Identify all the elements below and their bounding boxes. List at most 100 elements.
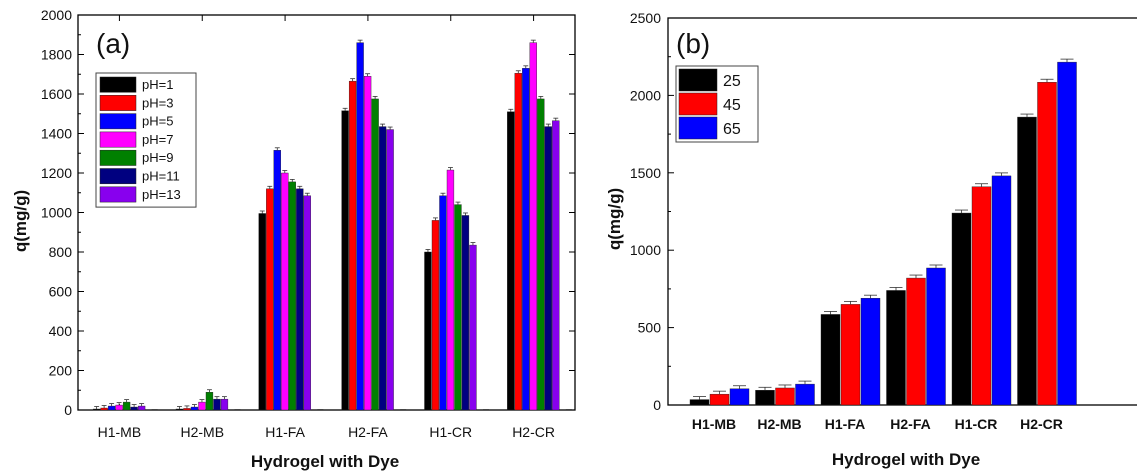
bar-pH=9-H2-MB [205, 392, 214, 411]
bar-pH=1-H2-FA [341, 110, 349, 411]
x-tick-label-a: H2-FA [348, 424, 388, 440]
legend-label-pH=7: pH=7 [142, 132, 173, 147]
bar-pH=11-H2-MB [213, 398, 221, 411]
x-tick-label-a: H1-MB [98, 424, 142, 440]
bar-pH=11-H1-FA [296, 188, 304, 411]
legend-label-pH=11: pH=11 [142, 169, 180, 184]
bar-pH=11-H2-CR [544, 126, 552, 411]
x-tick-label-b: H1-MB [692, 416, 736, 432]
bar-pH=7-H2-MB [198, 401, 206, 411]
bar-pH=11-H1-MB [130, 406, 138, 411]
bar-pH=1-H1-FA [258, 213, 266, 411]
panel-a-chart: 0 200 400 600 800 1000 1200 1400 1600 1800 2000 H1-… [41, 7, 576, 440]
y-tick-label-b: 2000 [630, 87, 661, 103]
panel-b-xlabel: Hydrogel with Dye [832, 450, 980, 469]
y-tick-label-a: 1600 [41, 86, 72, 102]
bar-pH=1-H1-CR [424, 251, 432, 411]
bar-pH=9-H1-FA [288, 181, 296, 411]
y-tick-label-a: 1000 [41, 205, 72, 221]
bar-pH=3-H2-MB [183, 408, 191, 411]
bar-pH=9-H2-FA [371, 98, 379, 411]
bar-pH=11-H1-CR [461, 215, 470, 411]
panel-a-xlabel: Hydrogel with Dye [251, 452, 399, 471]
bar-pH=7-H1-CR [446, 169, 455, 411]
y-tick-label-a: 400 [49, 323, 73, 339]
bar-pH=5-H2-MB [190, 406, 199, 411]
legend-swatch-25 [678, 68, 718, 92]
x-tick-label-b: H2-MB [757, 416, 801, 432]
legend-swatch-pH=5 [99, 113, 137, 130]
trailing-mark-a [400, 409, 407, 410]
legend-label-pH=13: pH=13 [142, 187, 181, 202]
bar-pH=1-H1-MB [92, 408, 101, 411]
y-tick-label-b: 500 [638, 320, 662, 336]
bar-pH=13-H2-CR [552, 120, 560, 411]
bar-pH=5-H1-FA [273, 150, 281, 411]
bar-45-H2-CR [1037, 82, 1057, 406]
bar-pH=11-H2-FA [378, 126, 387, 411]
bar-pH=1-H2-MB [175, 408, 184, 411]
bar-pH=13-H2-FA [386, 129, 394, 411]
y-tick-label-a: 0 [64, 402, 72, 418]
bar-pH=7-H1-MB [115, 404, 123, 411]
panel-a-label: (a) [96, 28, 130, 59]
y-tick-label-a: 1400 [41, 126, 72, 142]
y-tick-label-a: 1200 [41, 165, 72, 181]
bar-45-H1-CR [971, 186, 992, 406]
x-tick-label-a: H1-FA [265, 424, 305, 440]
legend-swatch-pH=11 [99, 168, 137, 185]
bar-25-H1-FA [820, 314, 841, 406]
bar-pH=5-H1-MB [107, 405, 116, 411]
y-tick-label-b: 1500 [630, 165, 661, 181]
trailing-mark-a [483, 409, 489, 410]
legend-label-45: 45 [723, 97, 741, 114]
x-tick-label-a: H2-CR [512, 424, 555, 440]
legend-swatch-pH=9 [99, 149, 137, 166]
trailing-mark-a [317, 409, 324, 410]
bar-pH=9-H2-CR [537, 98, 545, 411]
x-tick-label-b: H1-CR [955, 416, 998, 432]
bar-pH=3-H1-FA [266, 188, 274, 411]
panel-b-chart: 0 500 1000 1500 2000 2500 H1-MB H2-MB H1-FA H2-FA… [630, 10, 1137, 432]
y-tick-label-b: 1000 [630, 242, 661, 258]
bar-25-H1-CR [951, 212, 972, 406]
bar-pH=3-H2-CR [514, 73, 522, 411]
bar-65-H2-MB [795, 383, 815, 406]
x-tick-label-b: H2-CR [1020, 416, 1063, 432]
x-tick-label-b: H1-FA [825, 416, 865, 432]
legend-label-pH=1: pH=1 [142, 77, 173, 92]
bar-25-H2-FA [886, 290, 906, 406]
bar-65-H2-FA [926, 267, 946, 406]
bar-pH=5-H1-CR [439, 195, 447, 411]
bar-pH=13-H1-CR [469, 244, 477, 411]
bar-pH=7-H2-FA [363, 76, 372, 411]
bar-pH=13-H1-MB [137, 405, 146, 411]
trailing-mark-a [151, 409, 158, 410]
y-tick-label-b: 0 [653, 397, 661, 413]
legend-label-pH=5: pH=5 [142, 114, 173, 129]
bar-pH=3-H1-MB [100, 407, 108, 411]
bar-65-H1-FA [860, 297, 881, 406]
legend-label-pH=9: pH=9 [142, 150, 173, 165]
y-tick-label-b: 2500 [630, 10, 661, 26]
panel-a-ylabel: q(mg/g) [11, 190, 30, 252]
legend-swatch-pH=7 [99, 131, 137, 148]
bar-pH=7-H1-FA [281, 172, 289, 411]
bar-45-H1-MB [709, 393, 730, 406]
bar-pH=7-H2-CR [529, 42, 537, 411]
bar-65-H1-CR [991, 175, 1012, 406]
bar-45-H1-FA [840, 304, 861, 406]
trailing-mark-a [565, 409, 572, 410]
y-tick-label-a: 600 [49, 284, 73, 300]
bar-pH=5-H2-CR [522, 68, 530, 411]
y-tick-label-a: 200 [49, 363, 73, 379]
legend-swatch-pH=3 [99, 95, 137, 111]
y-tick-label-a: 800 [49, 244, 73, 260]
legend-label-25: 25 [723, 73, 741, 90]
panel-b-label: (b) [676, 28, 710, 59]
bar-pH=5-H2-FA [356, 42, 364, 411]
bar-pH=13-H2-MB [220, 398, 229, 411]
legend-swatch-65 [678, 116, 718, 140]
bar-25-H1-MB [689, 399, 710, 406]
